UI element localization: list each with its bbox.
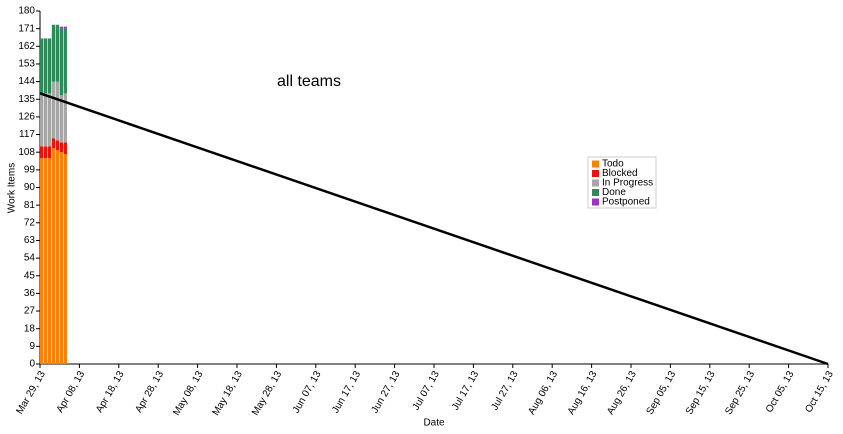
- x-tick-label: Jul 07, 13: [411, 369, 442, 412]
- x-tick-label: Sep 15, 13: [684, 369, 718, 417]
- y-tick-label: 99: [24, 164, 36, 175]
- x-tick-label: Apr 28, 13: [133, 369, 166, 415]
- bar-segment: [40, 158, 44, 364]
- x-tick-label: Aug 26, 13: [605, 369, 639, 417]
- legend-swatch: [592, 198, 599, 206]
- bar-segment: [59, 26, 64, 29]
- y-tick-label: 108: [18, 147, 35, 158]
- legend-label: In Progress: [602, 178, 653, 189]
- y-tick-label: 27: [24, 306, 36, 317]
- bar-segment: [40, 93, 44, 147]
- x-tick-label: Jul 27, 13: [489, 369, 520, 412]
- bar-segment: [40, 146, 44, 159]
- bar-segment: [63, 93, 67, 143]
- x-tick-label: Jul 17, 13: [450, 369, 481, 412]
- y-tick-label: 153: [18, 59, 35, 70]
- bar-segment: [55, 81, 60, 141]
- y-tick-label: 36: [24, 288, 36, 299]
- bar-segment: [59, 152, 64, 364]
- bar-segment: [43, 146, 48, 159]
- x-tick-label: May 18, 13: [211, 369, 245, 418]
- x-tick-label: Apr 08, 13: [55, 369, 88, 415]
- legend-label: Postponed: [602, 197, 650, 208]
- bar-segment: [47, 146, 52, 159]
- y-tick-label: 18: [24, 323, 36, 334]
- bar-segment: [59, 28, 64, 96]
- x-tick-label: May 08, 13: [171, 369, 205, 418]
- y-tick-label: 72: [24, 217, 36, 228]
- ideal-line: [39, 92, 829, 366]
- y-axis-label: Work Items: [7, 163, 18, 213]
- bar-segment: [40, 38, 44, 94]
- bar-segment: [63, 26, 67, 29]
- y-tick-label: 9: [29, 341, 35, 352]
- legend-swatch: [592, 170, 599, 177]
- legend-swatch: [592, 189, 599, 196]
- y-tick-label: 0: [29, 359, 35, 370]
- bar-segment: [43, 93, 48, 147]
- chart-title: all teams: [277, 73, 341, 90]
- y-tick-label: 171: [18, 23, 35, 34]
- legend-label: Todo: [602, 159, 624, 170]
- y-tick-label: 135: [18, 94, 35, 105]
- bar-segment: [51, 81, 56, 139]
- x-tick-label: Jun 17, 13: [330, 369, 363, 415]
- x-tick-label: Apr 18, 13: [94, 369, 127, 415]
- legend-swatch: [592, 160, 599, 168]
- y-tick-label: 81: [24, 200, 36, 211]
- x-tick-label: Jun 27, 13: [370, 369, 403, 415]
- bar-segment: [63, 142, 67, 155]
- y-tick-label: 180: [18, 6, 35, 17]
- y-tick-label: 45: [24, 270, 36, 281]
- y-tick-label: 90: [24, 182, 36, 193]
- bar-segment: [51, 24, 56, 82]
- bar-segment: [55, 24, 60, 82]
- bar-segment: [63, 154, 67, 364]
- legend-swatch: [592, 179, 599, 187]
- bar-segment: [51, 138, 56, 149]
- legend-label: Done: [602, 187, 626, 198]
- x-tick-label: Oct 05, 13: [764, 369, 797, 415]
- bar-segment: [55, 140, 60, 151]
- bar-segment: [47, 158, 52, 364]
- x-tick-label: Oct 15, 13: [803, 369, 836, 415]
- bar-segment: [51, 148, 56, 364]
- x-tick-label: Sep 05, 13: [645, 369, 679, 417]
- x-tick-label: Aug 06, 13: [526, 369, 560, 417]
- bar-segment: [43, 38, 48, 94]
- x-tick-label: Mar 29, 13: [14, 369, 48, 416]
- x-tick-label: Jun 07, 13: [291, 369, 324, 415]
- bar-segment: [55, 150, 60, 364]
- bar-segment: [47, 38, 52, 94]
- bar-segment: [47, 93, 52, 147]
- legend-box: [587, 156, 657, 209]
- y-tick-label: 162: [18, 41, 35, 52]
- x-tick-label: Sep 25, 13: [723, 369, 757, 417]
- y-tick-label: 117: [19, 129, 35, 140]
- y-tick-label: 54: [24, 253, 36, 264]
- bar-segment: [59, 142, 64, 153]
- y-tick-label: 63: [24, 235, 36, 246]
- bar-segment: [63, 28, 67, 94]
- x-tick-label: Aug 16, 13: [566, 369, 600, 417]
- x-tick-label: May 28, 13: [250, 369, 284, 418]
- bar-segment: [43, 158, 48, 364]
- legend-label: Blocked: [602, 168, 638, 179]
- y-tick-label: 144: [18, 76, 35, 87]
- x-axis-label: Date: [423, 418, 445, 429]
- y-tick-label: 126: [18, 112, 35, 123]
- bar-segment: [59, 95, 64, 143]
